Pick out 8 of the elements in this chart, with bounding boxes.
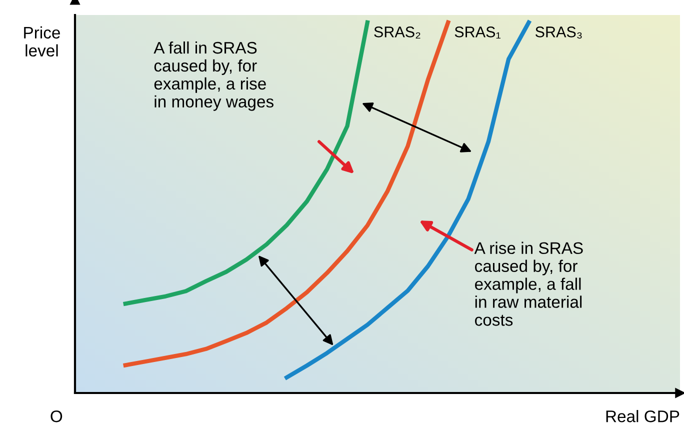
series-label: SRAS₃ bbox=[535, 26, 582, 39]
annotation: A rise in SRAS caused by, for example, a fall in raw material costs bbox=[474, 242, 583, 326]
text: O bbox=[50, 410, 62, 422]
series-label: SRAS₁ bbox=[454, 26, 500, 38]
series-label: SRAS₂ bbox=[374, 26, 420, 38]
x-axis-title: Real GDP bbox=[606, 410, 680, 422]
annotation: A fall in SRAS caused by, for example, a rise in money wages bbox=[154, 41, 274, 111]
y-axis-title: Price level bbox=[24, 26, 60, 57]
